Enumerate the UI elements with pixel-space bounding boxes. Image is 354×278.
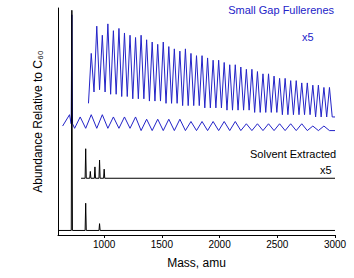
svg-text:1000: 1000 <box>93 239 116 250</box>
svg-text:x5: x5 <box>302 31 314 43</box>
svg-text:Solvent Extracted: Solvent Extracted <box>250 148 336 160</box>
svg-text:Mass, amu: Mass, amu <box>167 256 226 270</box>
svg-text:Small Gap Fullerenes: Small Gap Fullerenes <box>228 4 334 16</box>
svg-text:Abundance Relative to C₆₀: Abundance Relative to C₆₀ <box>31 50 45 193</box>
svg-text:1500: 1500 <box>151 239 174 250</box>
svg-text:2500: 2500 <box>266 239 289 250</box>
svg-text:x5: x5 <box>320 164 332 176</box>
svg-text:3000: 3000 <box>324 239 347 250</box>
svg-text:2000: 2000 <box>208 239 231 250</box>
